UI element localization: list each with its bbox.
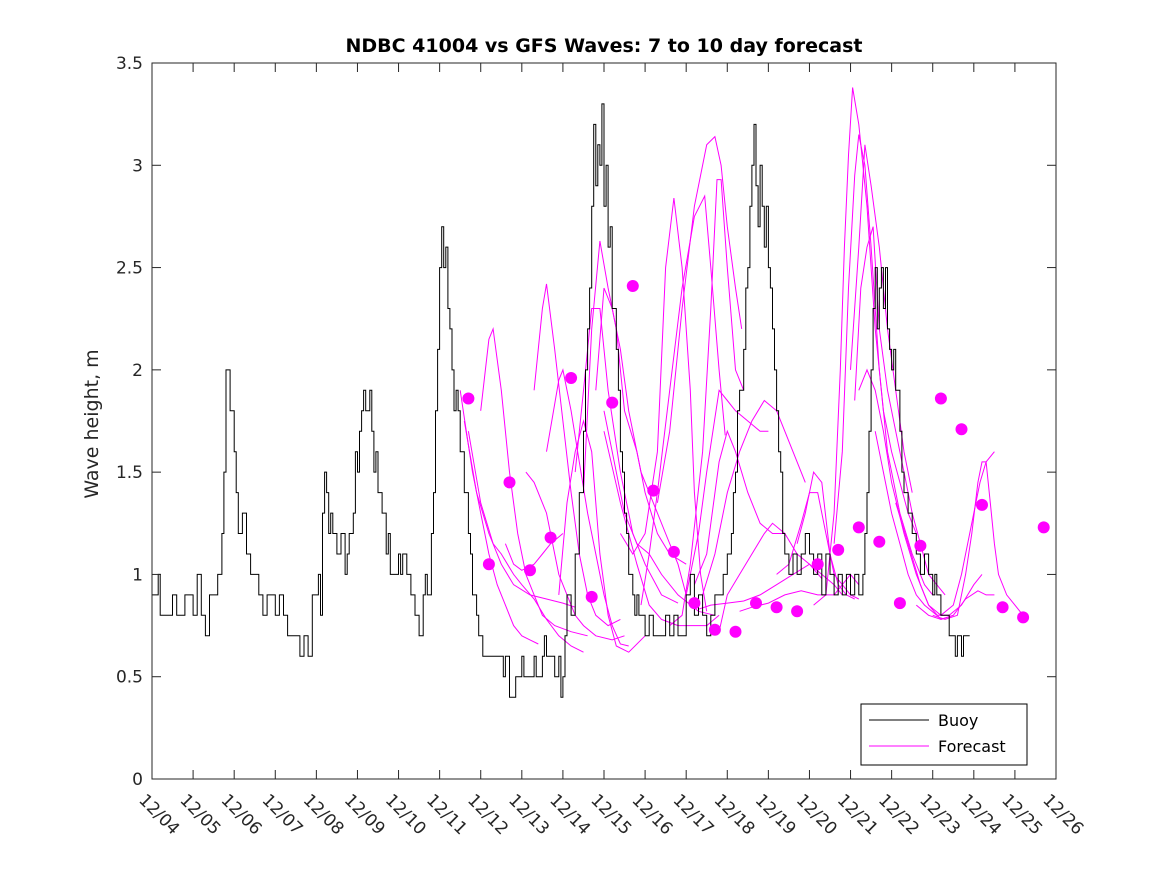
- forecast-marker-25: [955, 423, 968, 436]
- forecast-line-4: [480, 326, 588, 637]
- forecast-marker-18: [811, 558, 824, 571]
- forecast-marker-10: [647, 484, 660, 497]
- forecast-line-35: [932, 461, 1024, 620]
- y-axis-label: Wave height, m: [81, 349, 103, 498]
- forecast-marker-12: [688, 597, 701, 610]
- forecast-marker-29: [1037, 521, 1050, 534]
- forecast-line-3: [467, 431, 584, 653]
- forecast-line-33: [895, 451, 995, 616]
- forecast-line-8: [546, 368, 629, 647]
- forecast-marker-19: [832, 543, 845, 556]
- legend-buoy-label: Buoy: [938, 711, 978, 730]
- forecast-marker-27: [996, 601, 1009, 614]
- forecast-marker-13: [708, 623, 721, 636]
- forecast-marker-28: [1017, 611, 1030, 624]
- forecast-line-21: [702, 399, 806, 596]
- forecast-line-5: [504, 533, 564, 571]
- y-tick-label: 0: [132, 770, 143, 790]
- forecast-marker-17: [791, 605, 804, 618]
- forecast-line-18: [669, 179, 745, 626]
- y-tick-label: 3: [132, 156, 143, 176]
- forecast-line-15: [619, 197, 708, 612]
- forecast-marker-23: [914, 539, 927, 552]
- forecast-marker-7: [585, 590, 598, 603]
- forecast-marker-16: [770, 601, 783, 614]
- forecast-line-19: [685, 389, 769, 595]
- buoy-line: [152, 103, 970, 698]
- forecast-line-28: [833, 134, 934, 596]
- forecast-line-7: [533, 283, 621, 627]
- y-tick-label: 0.5: [116, 668, 143, 688]
- forecast-marker-11: [667, 545, 680, 558]
- forecast-marker-26: [976, 498, 988, 511]
- forecast-marker-2: [482, 558, 495, 571]
- forecast-line-17: [656, 135, 743, 503]
- forecast-line-26: [796, 470, 855, 600]
- forecast-line-22: [718, 522, 823, 632]
- forecast-marker-3: [503, 476, 516, 489]
- plot-area: [152, 87, 1050, 698]
- legend-box: [860, 703, 1028, 766]
- forecast-line-16: [640, 194, 726, 606]
- legend: Buoy Forecast: [860, 703, 1028, 766]
- forecast-marker-22: [893, 597, 906, 610]
- forecast-line-11: [583, 240, 687, 565]
- forecast-marker-20: [852, 521, 865, 534]
- forecast-marker-15: [750, 597, 762, 610]
- legend-forecast-label: Forecast: [938, 737, 1006, 756]
- y-tick-label: 2.5: [116, 259, 143, 279]
- forecast-marker-5: [544, 531, 557, 544]
- forecast-line-20: [693, 429, 785, 585]
- y-tick-label: 1: [132, 565, 143, 585]
- forecast-line-14: [603, 431, 720, 627]
- forecast-marker-24: [934, 392, 947, 405]
- y-tick-label: 3.5: [116, 54, 143, 74]
- forecast-line-27: [813, 87, 917, 606]
- forecast-marker-8: [606, 396, 619, 409]
- forecast-marker-9: [626, 280, 639, 292]
- forecast-marker-4: [524, 564, 536, 577]
- forecast-marker-1: [462, 392, 475, 405]
- forecast-marker-21: [873, 535, 886, 548]
- y-tick-label: 2: [132, 361, 143, 381]
- y-tick-label: 1.5: [116, 463, 143, 483]
- forecast-line-9: [558, 419, 646, 653]
- forecast-marker-6: [565, 372, 578, 384]
- forecast-marker-14: [729, 625, 742, 638]
- forecast-line-2: [463, 420, 576, 608]
- chart-title: NDBC 41004 vs GFS Waves: 7 to 10 day for…: [345, 35, 862, 57]
